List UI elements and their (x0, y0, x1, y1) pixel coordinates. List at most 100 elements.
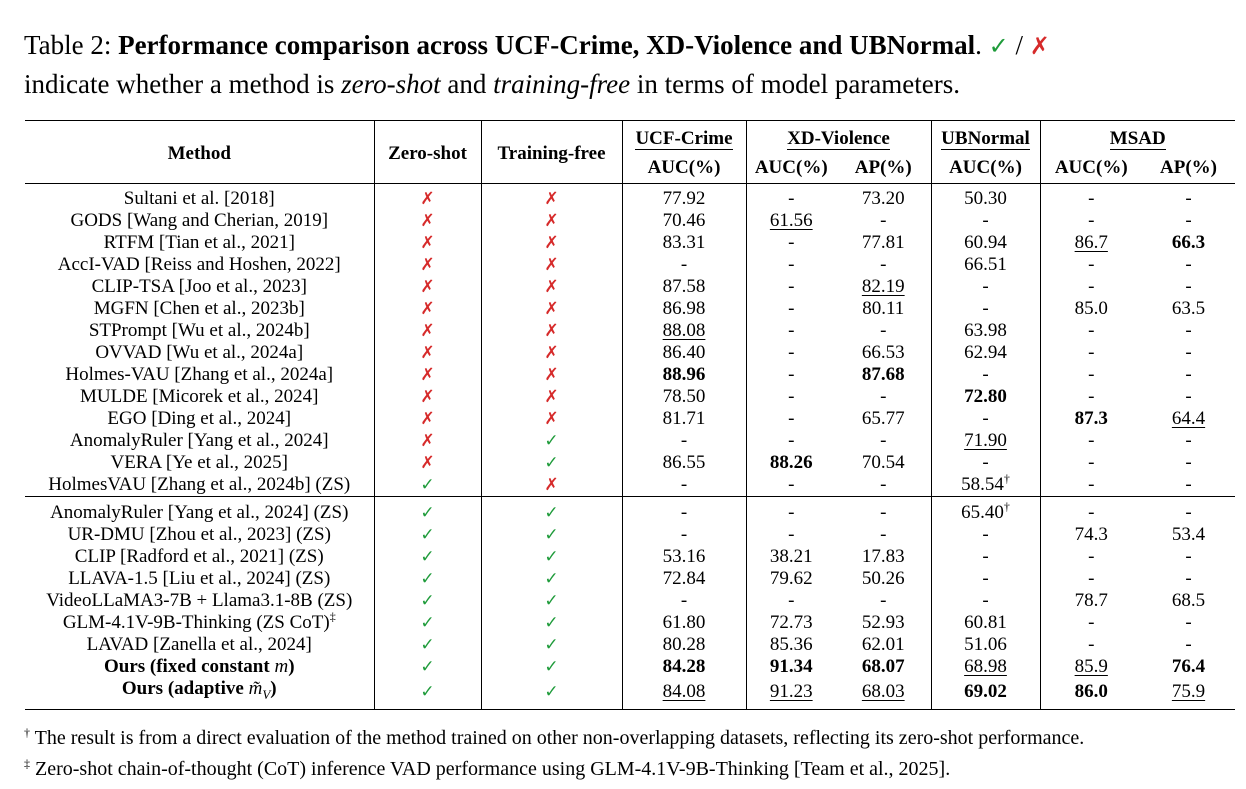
row-method-text-end: ) (288, 656, 295, 677)
cell-ubn: 63.98 (931, 320, 1041, 342)
check-icon: ✓ (544, 525, 559, 545)
check-icon: ✓ (544, 453, 559, 473)
cell-ubn: 51.06 (931, 634, 1041, 656)
cell-xd-ap: - (836, 320, 932, 342)
cell-xd-auc: 61.56 (769, 210, 813, 231)
cell-xd-ap: - (836, 496, 932, 524)
cell-xd-auc: - (788, 320, 795, 341)
table-row: Holmes-VAU [Zhang et al., 2024a] ✗ ✗ 88.… (25, 364, 1235, 386)
cell-xd-ap: 50.26 (836, 568, 932, 590)
cell-ubn: - (931, 276, 1041, 298)
cell-msad-auc: 85.9 (1074, 656, 1108, 677)
check-icon: ✓ (544, 681, 559, 702)
cell-xd-ap: - (836, 254, 932, 276)
check-icon: ✓ (420, 635, 435, 655)
cross-icon: ✗ (544, 343, 559, 363)
check-icon: ✓ (988, 32, 1009, 60)
table-row: HolmesVAU [Zhang et al., 2024b] (ZS) ✓ ✗… (25, 473, 1235, 497)
cross-icon: ✗ (420, 255, 435, 275)
results-table: Method Zero-shot Training-free UCF-Crime… (25, 120, 1235, 710)
table-row: LAVAD [Zanella et al., 2024] ✓ ✓ 80.28 8… (25, 634, 1235, 656)
cell-ucf: 53.16 (622, 546, 747, 568)
table-row: AnomalyRuler [Yang et al., 2024] (ZS) ✓ … (25, 496, 1235, 524)
check-icon: ✓ (420, 681, 435, 702)
cell-ubn: - (931, 568, 1041, 590)
cell-msad-auc: - (1040, 496, 1142, 524)
cell-xd-auc: - (788, 474, 795, 495)
cell-xd-ap: - (836, 386, 932, 408)
caption-text-a: indicate whether a method is (24, 69, 335, 99)
cell-xd-ap: 87.68 (836, 364, 932, 386)
cell-msad-auc: - (1088, 254, 1095, 275)
table-row: Sultani et al. [2018] ✗ ✗ 77.92 - 73.20 … (25, 183, 1235, 210)
cell-msad-auc: - (1088, 634, 1095, 655)
check-icon: ✓ (544, 613, 559, 633)
cell-msad-ap: 53.4 (1171, 524, 1206, 545)
cell-ubn: - (931, 524, 1041, 546)
cross-icon: ✗ (544, 255, 559, 275)
cell-msad-auc: 87.3 (1074, 408, 1108, 429)
cross-icon: ✗ (420, 343, 435, 363)
cell-xd-ap: 77.81 (836, 232, 932, 254)
table-row: AccI-VAD [Reiss and Hoshen, 2022] ✗ ✗ - … (25, 254, 1235, 276)
cell-ucf: 86.98 (622, 298, 747, 320)
math-var: m (274, 656, 289, 677)
cell-msad-ap: - (1185, 568, 1192, 589)
cell-msad-auc: - (1088, 210, 1095, 231)
cross-icon: ✗ (544, 277, 559, 297)
footnote-dagger: † The result is from a direct evaluation… (24, 726, 1084, 750)
cross-icon: ✗ (420, 409, 435, 429)
cell-ubn: - (931, 298, 1041, 320)
cross-icon: ✗ (544, 321, 559, 341)
footnote-text: Zero-shot chain-of-thought (CoT) inferen… (35, 758, 951, 780)
row-method: Holmes-VAU [Zhang et al., 2024a] (25, 364, 375, 386)
check-icon: ✓ (420, 503, 435, 523)
cross-icon: ✗ (544, 299, 559, 319)
cell-ucf: 88.08 (662, 320, 706, 341)
double-dagger-mark: ‡ (24, 756, 30, 771)
cell-xd-auc: - (788, 188, 795, 209)
row-method: AnomalyRuler [Yang et al., 2024] (25, 430, 375, 452)
dagger-mark: † (1003, 499, 1010, 514)
cell-msad-auc: - (1088, 474, 1095, 495)
row-method: Sultani et al. [2018] (25, 183, 375, 210)
table-row: RTFM [Tian et al., 2021] ✗ ✗ 83.31 - 77.… (25, 232, 1235, 254)
cell-ucf: 88.96 (622, 364, 747, 386)
check-icon: ✓ (544, 569, 559, 589)
cell-msad-auc: - (1088, 386, 1095, 407)
cell-msad-auc: - (1088, 430, 1095, 451)
cell-ucf: 86.55 (622, 452, 747, 474)
cell-ucf: 81.71 (622, 408, 747, 430)
cell-xd-auc: - (788, 590, 795, 611)
cell-xd-ap: - (836, 474, 932, 497)
check-icon: ✓ (420, 657, 435, 677)
cell-msad-ap: - (1185, 430, 1192, 451)
table-row: AnomalyRuler [Yang et al., 2024] ✗ ✓ - -… (25, 430, 1235, 452)
cell-msad-ap: - (1185, 188, 1192, 209)
cell-ubn: - (931, 590, 1041, 612)
cell-ubn-value: 65.40 (961, 502, 1004, 523)
cell-xd-auc: - (788, 232, 795, 253)
cross-icon: ✗ (544, 475, 559, 495)
cell-ucf: - (622, 524, 747, 546)
cell-msad-ap: - (1142, 496, 1235, 524)
cell-xd-ap: 62.01 (836, 634, 932, 656)
cell-ucf: 84.28 (622, 656, 747, 678)
row-method-text: Ours (fixed constant (103, 656, 275, 677)
cell-ubn: 50.30 (931, 183, 1041, 210)
cell-ucf: 70.46 (622, 210, 747, 232)
cell-msad-ap: 66.3 (1171, 232, 1206, 253)
cell-ubn: 58.54† (931, 473, 1041, 497)
cell-xd-auc: - (788, 342, 795, 363)
cross-icon: ✗ (420, 277, 435, 297)
cell-xd-ap: 70.54 (836, 452, 932, 474)
cell-xd-auc: 79.62 (769, 568, 813, 589)
cell-msad-auc: 86.0 (1074, 680, 1108, 702)
table-row: LLAVA-1.5 [Liu et al., 2024] (ZS) ✓ ✓ 72… (25, 568, 1235, 590)
cell-xd-auc: - (788, 364, 795, 385)
cell-msad-ap: - (1185, 612, 1192, 633)
cell-msad-auc: 85.0 (1074, 298, 1108, 319)
table-row: UR-DMU [Zhou et al., 2023] (ZS) ✓ ✓ - - … (25, 524, 1235, 546)
cell-ubn: 60.94 (931, 232, 1041, 254)
check-icon: ✓ (544, 591, 559, 611)
